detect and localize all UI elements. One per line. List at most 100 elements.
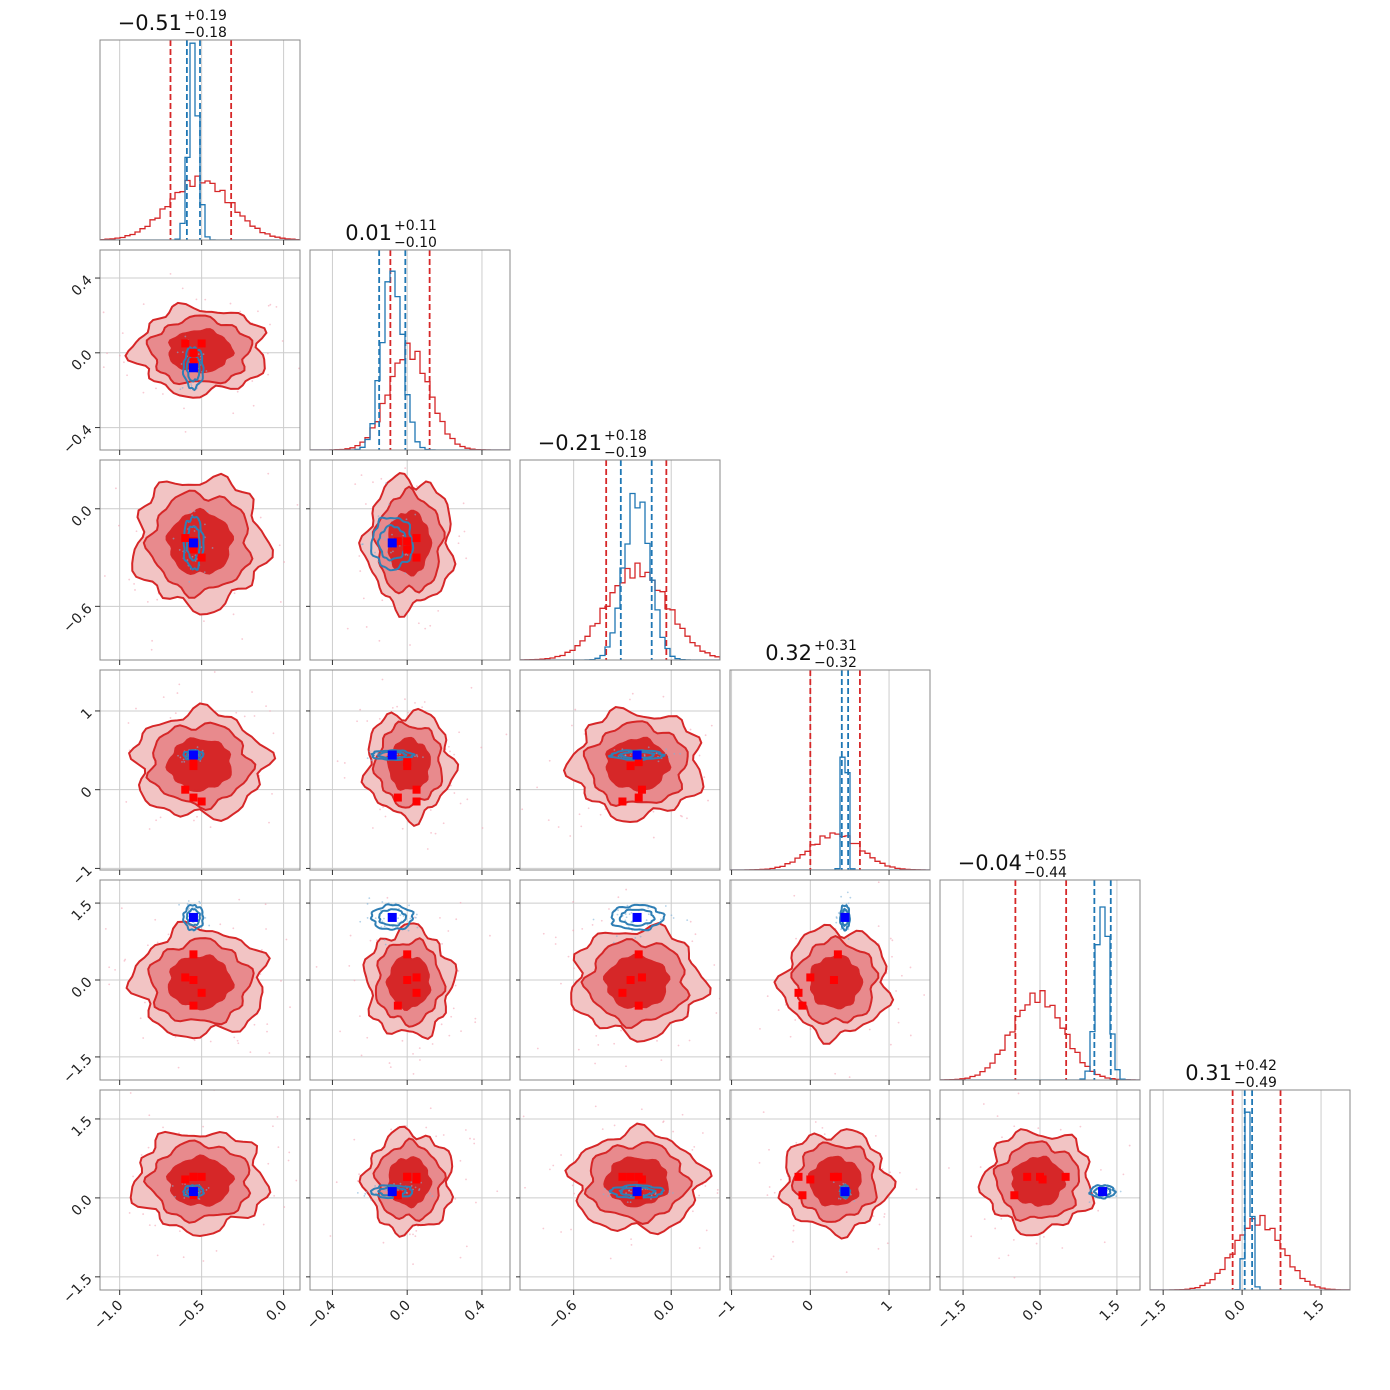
scatter-point-red — [652, 836, 655, 839]
scatter-point-red — [466, 798, 469, 801]
scatter-point-blue — [382, 532, 385, 535]
scatter-point-blue — [647, 907, 650, 909]
scatter-point-red — [232, 613, 235, 616]
scatter-point-blue — [383, 1189, 386, 1192]
red-marker — [412, 534, 421, 543]
scatter-point-blue — [414, 513, 417, 516]
scatter-point-blue — [647, 746, 650, 749]
scatter-point-red — [795, 1141, 798, 1144]
scatter-point-red — [229, 302, 232, 305]
scatter-point-red — [283, 561, 286, 563]
scatter-point-red — [923, 994, 926, 996]
scatter-point-red — [378, 717, 381, 720]
panel-2d — [315, 896, 491, 1075]
scatter-point-red — [417, 434, 419, 436]
scatter-point-blue — [409, 917, 412, 920]
scatter-point-blue — [183, 1197, 186, 1199]
scatter-point-red — [396, 664, 398, 666]
scatter-point-red — [139, 1017, 142, 1020]
contour-blue — [1088, 1184, 1117, 1200]
red-marker — [412, 988, 421, 997]
scatter-point-blue — [399, 1182, 402, 1185]
scatter-point-red — [691, 940, 694, 943]
red-marker — [189, 1001, 198, 1010]
scatter-point-red — [505, 733, 508, 736]
contour-red — [165, 737, 232, 793]
scatter-point-blue — [842, 1182, 845, 1185]
panel-title-minus: −0.49 — [1234, 1075, 1277, 1091]
scatter-point-red — [982, 1103, 985, 1105]
scatter-point-red — [95, 801, 97, 803]
scatter-point-red — [792, 1224, 795, 1227]
panel-2d — [522, 1105, 719, 1260]
scatter-point-red — [459, 802, 462, 805]
scatter-point-red — [353, 1138, 356, 1141]
scatter-point-blue — [639, 935, 642, 938]
red-marker — [403, 950, 412, 959]
histogram-blue — [940, 906, 1140, 1080]
scatter-point-red — [372, 481, 374, 484]
scatter-point-blue — [418, 1188, 421, 1190]
scatter-point-red — [473, 1142, 476, 1145]
scatter-point-red — [583, 733, 586, 735]
scatter-point-blue — [429, 1192, 431, 1195]
scatter-point-red — [737, 734, 739, 736]
scatter-point-red — [1059, 1128, 1062, 1131]
scatter-point-blue — [643, 753, 646, 756]
scatter-point-red — [625, 888, 628, 891]
contour-blue — [370, 516, 415, 572]
panel-2d — [346, 434, 468, 701]
scatter-point-red — [465, 1245, 468, 1248]
red-marker — [806, 973, 815, 982]
x-tick-label: −1 — [712, 1298, 738, 1324]
scatter-point-red — [287, 1159, 290, 1162]
scatter-point-blue — [188, 580, 191, 583]
scatter-point-red — [1142, 1210, 1144, 1212]
panel-title-plus: +0.55 — [1024, 848, 1067, 864]
red-marker — [626, 976, 635, 984]
scatter-point-red — [366, 1036, 369, 1039]
blue-marker — [840, 1187, 850, 1197]
scatter-point-red — [98, 581, 100, 583]
scatter-point-blue — [835, 921, 838, 924]
scatter-point-red — [237, 1042, 240, 1045]
scatter-point-blue — [840, 895, 843, 898]
y-tick-label: 1.5 — [69, 897, 96, 924]
scatter-point-blue — [174, 1195, 177, 1198]
scatter-point-blue — [665, 748, 668, 751]
scatter-point-blue — [206, 510, 209, 513]
scatter-point-blue — [183, 760, 186, 763]
scatter-point-red — [587, 807, 590, 810]
scatter-point-blue — [397, 922, 399, 925]
scatter-point-red — [996, 1115, 999, 1118]
scatter-point-red — [232, 927, 235, 930]
scatter-point-blue — [198, 900, 201, 903]
scatter-point-red — [889, 1171, 892, 1174]
scatter-point-red — [834, 1072, 837, 1075]
scatter-point-red — [522, 1115, 525, 1118]
scatter-point-blue — [366, 757, 369, 760]
scatter-point-red — [177, 1088, 179, 1090]
y-tick-label: −0.6 — [60, 601, 95, 636]
scatter-point-red — [453, 792, 456, 794]
scatter-point-red — [567, 955, 570, 958]
panel-frame — [1149, 1089, 1351, 1291]
scatter-point-red — [285, 938, 288, 941]
scatter-point-red — [462, 502, 465, 505]
scatter-point-red — [380, 477, 383, 480]
scatter-point-red — [434, 832, 437, 835]
scatter-point-blue — [667, 756, 670, 759]
scatter-point-blue — [388, 503, 390, 506]
scatter-point-red — [376, 699, 378, 701]
scatter-point-red — [715, 1012, 718, 1014]
scatter-point-red — [115, 487, 117, 490]
scatter-point-blue — [199, 760, 202, 762]
scatter-point-blue — [613, 941, 615, 944]
scatter-point-red — [1097, 1209, 1100, 1212]
scatter-point-red — [335, 1181, 338, 1184]
panel-hist — [100, 40, 300, 240]
panel-title-minus: −0.32 — [814, 655, 857, 671]
scatter-point-red — [450, 784, 452, 787]
red-marker — [1023, 1172, 1032, 1181]
scatter-point-red — [505, 1048, 507, 1050]
